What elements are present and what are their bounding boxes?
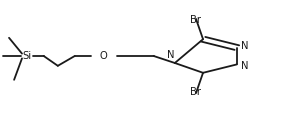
Text: N: N <box>241 61 248 71</box>
Text: O: O <box>100 51 108 61</box>
Text: N: N <box>167 50 174 60</box>
Text: Si: Si <box>22 51 31 61</box>
Text: N: N <box>241 41 248 51</box>
Text: Br: Br <box>190 15 202 25</box>
Text: Br: Br <box>190 87 202 97</box>
